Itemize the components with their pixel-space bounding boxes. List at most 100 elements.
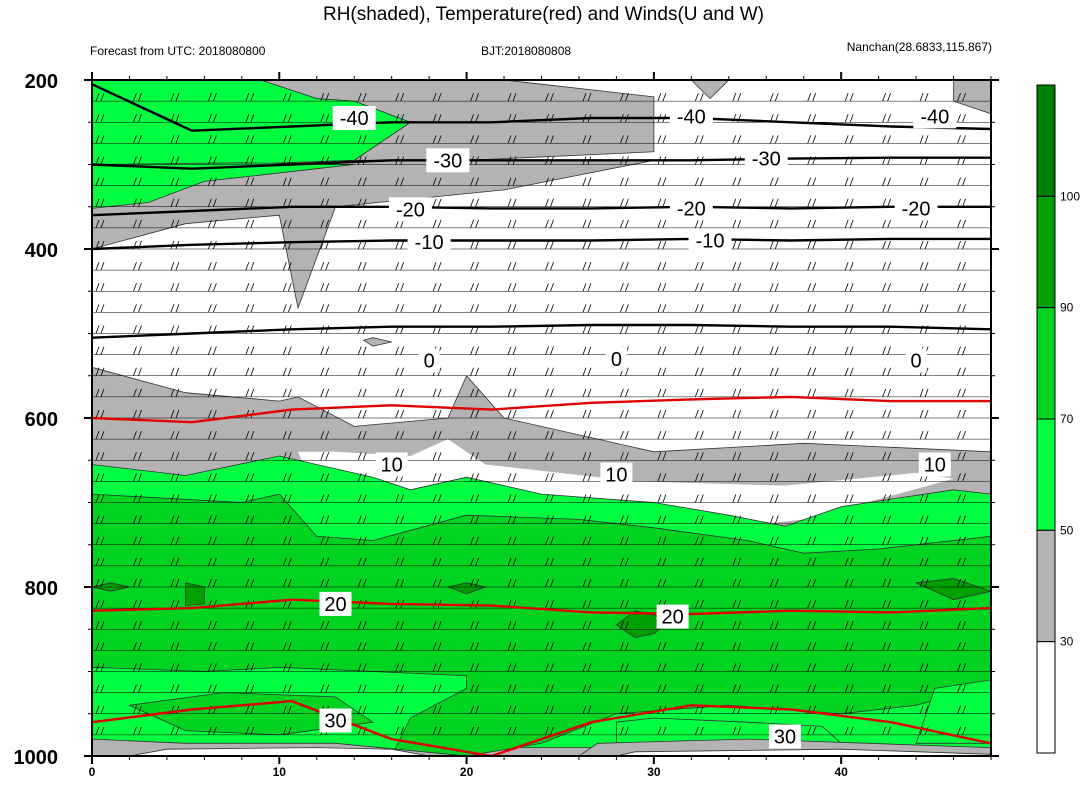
contour-label-bg — [768, 724, 801, 749]
wind-barb — [844, 684, 854, 693]
wind-barb — [357, 515, 367, 524]
wind-barb — [282, 536, 292, 545]
wind-barb — [282, 156, 292, 165]
wind-barb — [208, 409, 217, 419]
wind-barb — [282, 621, 292, 630]
wind-barb — [995, 452, 1003, 460]
wind-barb — [582, 536, 592, 545]
wind-barb — [657, 473, 667, 482]
wind-barb — [769, 261, 779, 271]
wind-barb — [844, 726, 854, 736]
wind-barb — [657, 92, 667, 102]
wind-barb — [545, 283, 554, 292]
wind-barb — [919, 177, 929, 186]
wind-barb — [957, 177, 966, 186]
wind-barb — [844, 92, 854, 102]
contour-label: -20 — [396, 199, 425, 221]
wind-barb — [245, 494, 255, 503]
wind-barb — [170, 261, 180, 271]
wind-barb — [732, 92, 742, 102]
wind-barb — [320, 409, 330, 419]
wind-barb — [245, 663, 255, 672]
wind-barb — [432, 92, 442, 102]
wind-barb — [882, 430, 891, 440]
wind-barb — [620, 599, 629, 609]
wind-barb — [882, 536, 891, 545]
wind-barb — [245, 452, 255, 461]
wind-barb — [807, 367, 817, 376]
wind-barb — [470, 346, 479, 355]
y-tick-label: 400 — [25, 240, 58, 262]
wind-barb — [208, 726, 217, 736]
wind-barb — [95, 367, 105, 376]
wind-barb — [170, 283, 180, 292]
wind-barb — [957, 642, 966, 651]
wind-barb — [694, 92, 704, 102]
wind-barb — [844, 304, 854, 313]
wind-barb — [208, 452, 217, 461]
contour-label-bg — [744, 146, 788, 171]
wind-barb — [620, 283, 629, 292]
wind-barb — [919, 283, 929, 292]
wind-barb — [282, 599, 292, 609]
wind-barb — [133, 642, 142, 651]
wind-barb — [507, 557, 517, 567]
wind-barb — [170, 473, 180, 482]
wind-barb — [282, 452, 292, 461]
wind-barb — [208, 663, 217, 672]
wind-barb — [545, 452, 554, 461]
wind-barb — [882, 240, 891, 250]
wind-barb — [919, 388, 929, 398]
wind-barb — [620, 388, 629, 398]
wind-barb — [245, 304, 255, 313]
wind-barb — [357, 430, 367, 440]
wind-barb — [170, 642, 180, 651]
wind-barb — [882, 388, 891, 398]
wind-barb — [582, 705, 592, 714]
wind-barb — [395, 578, 405, 588]
wind-barb — [282, 198, 292, 207]
wind-barb — [882, 92, 891, 102]
wind-barb — [507, 283, 517, 292]
wind-barb — [620, 684, 629, 693]
wind-barb — [395, 388, 405, 398]
wind-barb — [95, 536, 105, 545]
wind-barb — [732, 304, 742, 313]
wind-barb — [208, 156, 217, 165]
wind-barb — [320, 367, 330, 376]
wind-barb — [995, 199, 1003, 207]
wind-barb — [470, 92, 479, 102]
wind-barb — [957, 240, 966, 250]
wind-barb — [882, 684, 891, 693]
wind-barb — [732, 536, 742, 545]
bjt-label: BJT:2018080808 — [481, 44, 572, 58]
wind-barb — [170, 663, 180, 672]
wind-barb — [582, 219, 592, 229]
wind-barb — [545, 684, 554, 693]
wind-barb — [620, 409, 629, 419]
wind-barb — [732, 219, 742, 229]
wind-barb — [957, 599, 966, 609]
wind-barb — [882, 452, 891, 461]
wind-barb — [582, 430, 592, 440]
wind-barb — [170, 621, 180, 630]
wind-barb — [620, 494, 629, 503]
wind-barb — [208, 92, 217, 102]
wind-barb — [133, 304, 142, 313]
wind-barb — [320, 92, 330, 102]
wind-barb — [694, 388, 704, 398]
wind-barb — [694, 304, 704, 313]
wind-barb — [133, 578, 142, 588]
wind-barb — [620, 198, 629, 207]
wind-barb — [957, 283, 966, 292]
wind-barb — [95, 705, 105, 714]
wind-barb — [432, 621, 442, 630]
wind-barb — [95, 430, 105, 440]
wind-barb — [507, 388, 517, 398]
wind-barb — [245, 430, 255, 440]
wind-barb — [957, 367, 966, 376]
wind-barb — [208, 536, 217, 545]
wind-barb — [432, 135, 442, 144]
wind-barb — [357, 494, 367, 503]
wind-barb — [432, 515, 442, 524]
